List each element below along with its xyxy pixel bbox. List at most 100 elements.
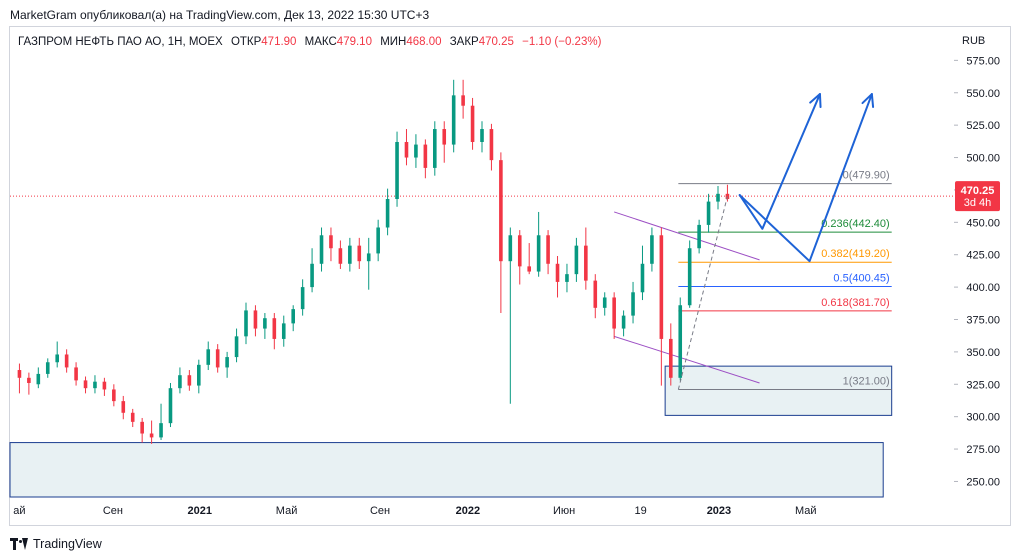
candle-body (338, 248, 343, 264)
y-tick-label: 425.00 (966, 250, 1000, 262)
candle-body (423, 144, 428, 168)
currency-label: RUB (962, 35, 986, 47)
candle-body (329, 235, 333, 249)
close-label: ЗАКР (449, 36, 479, 48)
candle-body (348, 245, 352, 264)
candle-body (225, 357, 229, 368)
y-tick-label: 350.00 (966, 347, 1000, 359)
y-tick-label: 575.00 (966, 55, 1000, 67)
last-price-badge (955, 181, 1000, 212)
fib-level-label: 0(479.90) (843, 170, 890, 182)
fib-level-label: 0.236(442.40) (821, 218, 890, 230)
change-value: −1.10 (−0.23%) (522, 36, 602, 48)
candle-body (45, 362, 50, 374)
candle-body (376, 227, 380, 254)
candle-body (215, 349, 220, 368)
candle-body (121, 401, 126, 413)
candle-body (480, 129, 484, 142)
candle-body (659, 235, 664, 339)
candle-body (640, 263, 645, 293)
candle-body (612, 297, 616, 329)
candle-body (102, 381, 107, 390)
candle-body (74, 367, 78, 381)
candle-body (187, 375, 192, 386)
candle-body (55, 354, 59, 363)
candle-body (36, 373, 41, 385)
open-label: ОТКР (230, 36, 262, 48)
y-tick-label: 400.00 (966, 282, 1000, 294)
candle-body (697, 224, 701, 249)
fib-level-label: 0.5(400.45) (833, 273, 889, 285)
channel-upper-line (614, 211, 760, 261)
chart-frame (9, 26, 1011, 526)
candle-body (112, 389, 116, 402)
candle-body (385, 199, 390, 228)
dashed-trendline (677, 196, 728, 390)
candle-body (489, 129, 494, 161)
tradingview-logo-icon (10, 538, 28, 550)
x-tick-label: 2021 (188, 505, 212, 517)
candle-body (433, 129, 437, 168)
close-value: 470.25 (478, 36, 514, 48)
x-tick-label: Июн (553, 505, 575, 517)
candle-body (536, 235, 541, 272)
x-tick-label: 2022 (456, 505, 480, 517)
x-tick-label: 2023 (707, 505, 731, 517)
y-tick-label: 325.00 (966, 379, 1000, 391)
candle-body (508, 235, 513, 262)
channel-lower-line (614, 335, 760, 384)
fib-level-label: 0.618(381.70) (821, 297, 890, 309)
x-tick-label: ай (13, 505, 25, 517)
candle-body (574, 245, 579, 275)
attribution-text: MarketGram опубликовал(а) на TradingView… (10, 8, 430, 22)
high-value: 479.10 (336, 36, 372, 48)
candle-body (310, 263, 314, 288)
candle-body (27, 377, 31, 383)
x-tick-label: Сен (103, 505, 123, 517)
x-tick-label: Сен (370, 505, 390, 517)
candle-body (253, 310, 258, 329)
fib-level-label: 0.382(419.20) (821, 248, 890, 260)
candle-body (687, 248, 692, 306)
support-zone-1 (664, 365, 893, 416)
candle-body (414, 144, 418, 158)
y-tick-label: 375.00 (966, 314, 1000, 326)
symbol-name: ГАЗПРОМ НЕФТЬ ПАО АО, 1Н, MOEX (18, 36, 223, 48)
candle-body (706, 201, 711, 225)
candle-body (451, 95, 456, 145)
y-tick-label: 300.00 (966, 412, 1000, 424)
candle-body (244, 310, 248, 337)
candle-body (461, 95, 465, 106)
y-tick-label: 500.00 (966, 153, 1000, 165)
low-value: 468.00 (406, 36, 442, 48)
footer-brand[interactable]: TradingView (10, 535, 102, 553)
arrow-head-icon (809, 93, 822, 109)
candle-body (83, 380, 88, 389)
candle-body (263, 318, 267, 329)
y-tick-label: 550.00 (966, 88, 1000, 100)
high-label: МАКС (304, 36, 337, 48)
candle-body (565, 274, 569, 282)
candle-body (442, 129, 447, 145)
candle-body (197, 364, 201, 386)
candle-body (678, 305, 683, 378)
candle-body (281, 323, 286, 339)
candle-body (206, 349, 211, 365)
candle-body (319, 235, 324, 264)
candle-body (178, 375, 182, 389)
y-tick-label: 525.00 (966, 120, 1000, 132)
candle-body (140, 421, 144, 434)
x-tick-label: Май (276, 505, 298, 517)
candle-body (234, 336, 239, 358)
candle-body (64, 354, 69, 368)
candle-body (300, 287, 305, 310)
candle-body (631, 292, 635, 316)
projection-path-1 (738, 93, 821, 230)
candle-body (93, 381, 97, 389)
candle-body (546, 235, 550, 264)
y-tick-label: 250.00 (966, 476, 1000, 488)
candle-body (159, 423, 163, 438)
candle-body (621, 315, 626, 329)
candle-body (404, 141, 409, 158)
